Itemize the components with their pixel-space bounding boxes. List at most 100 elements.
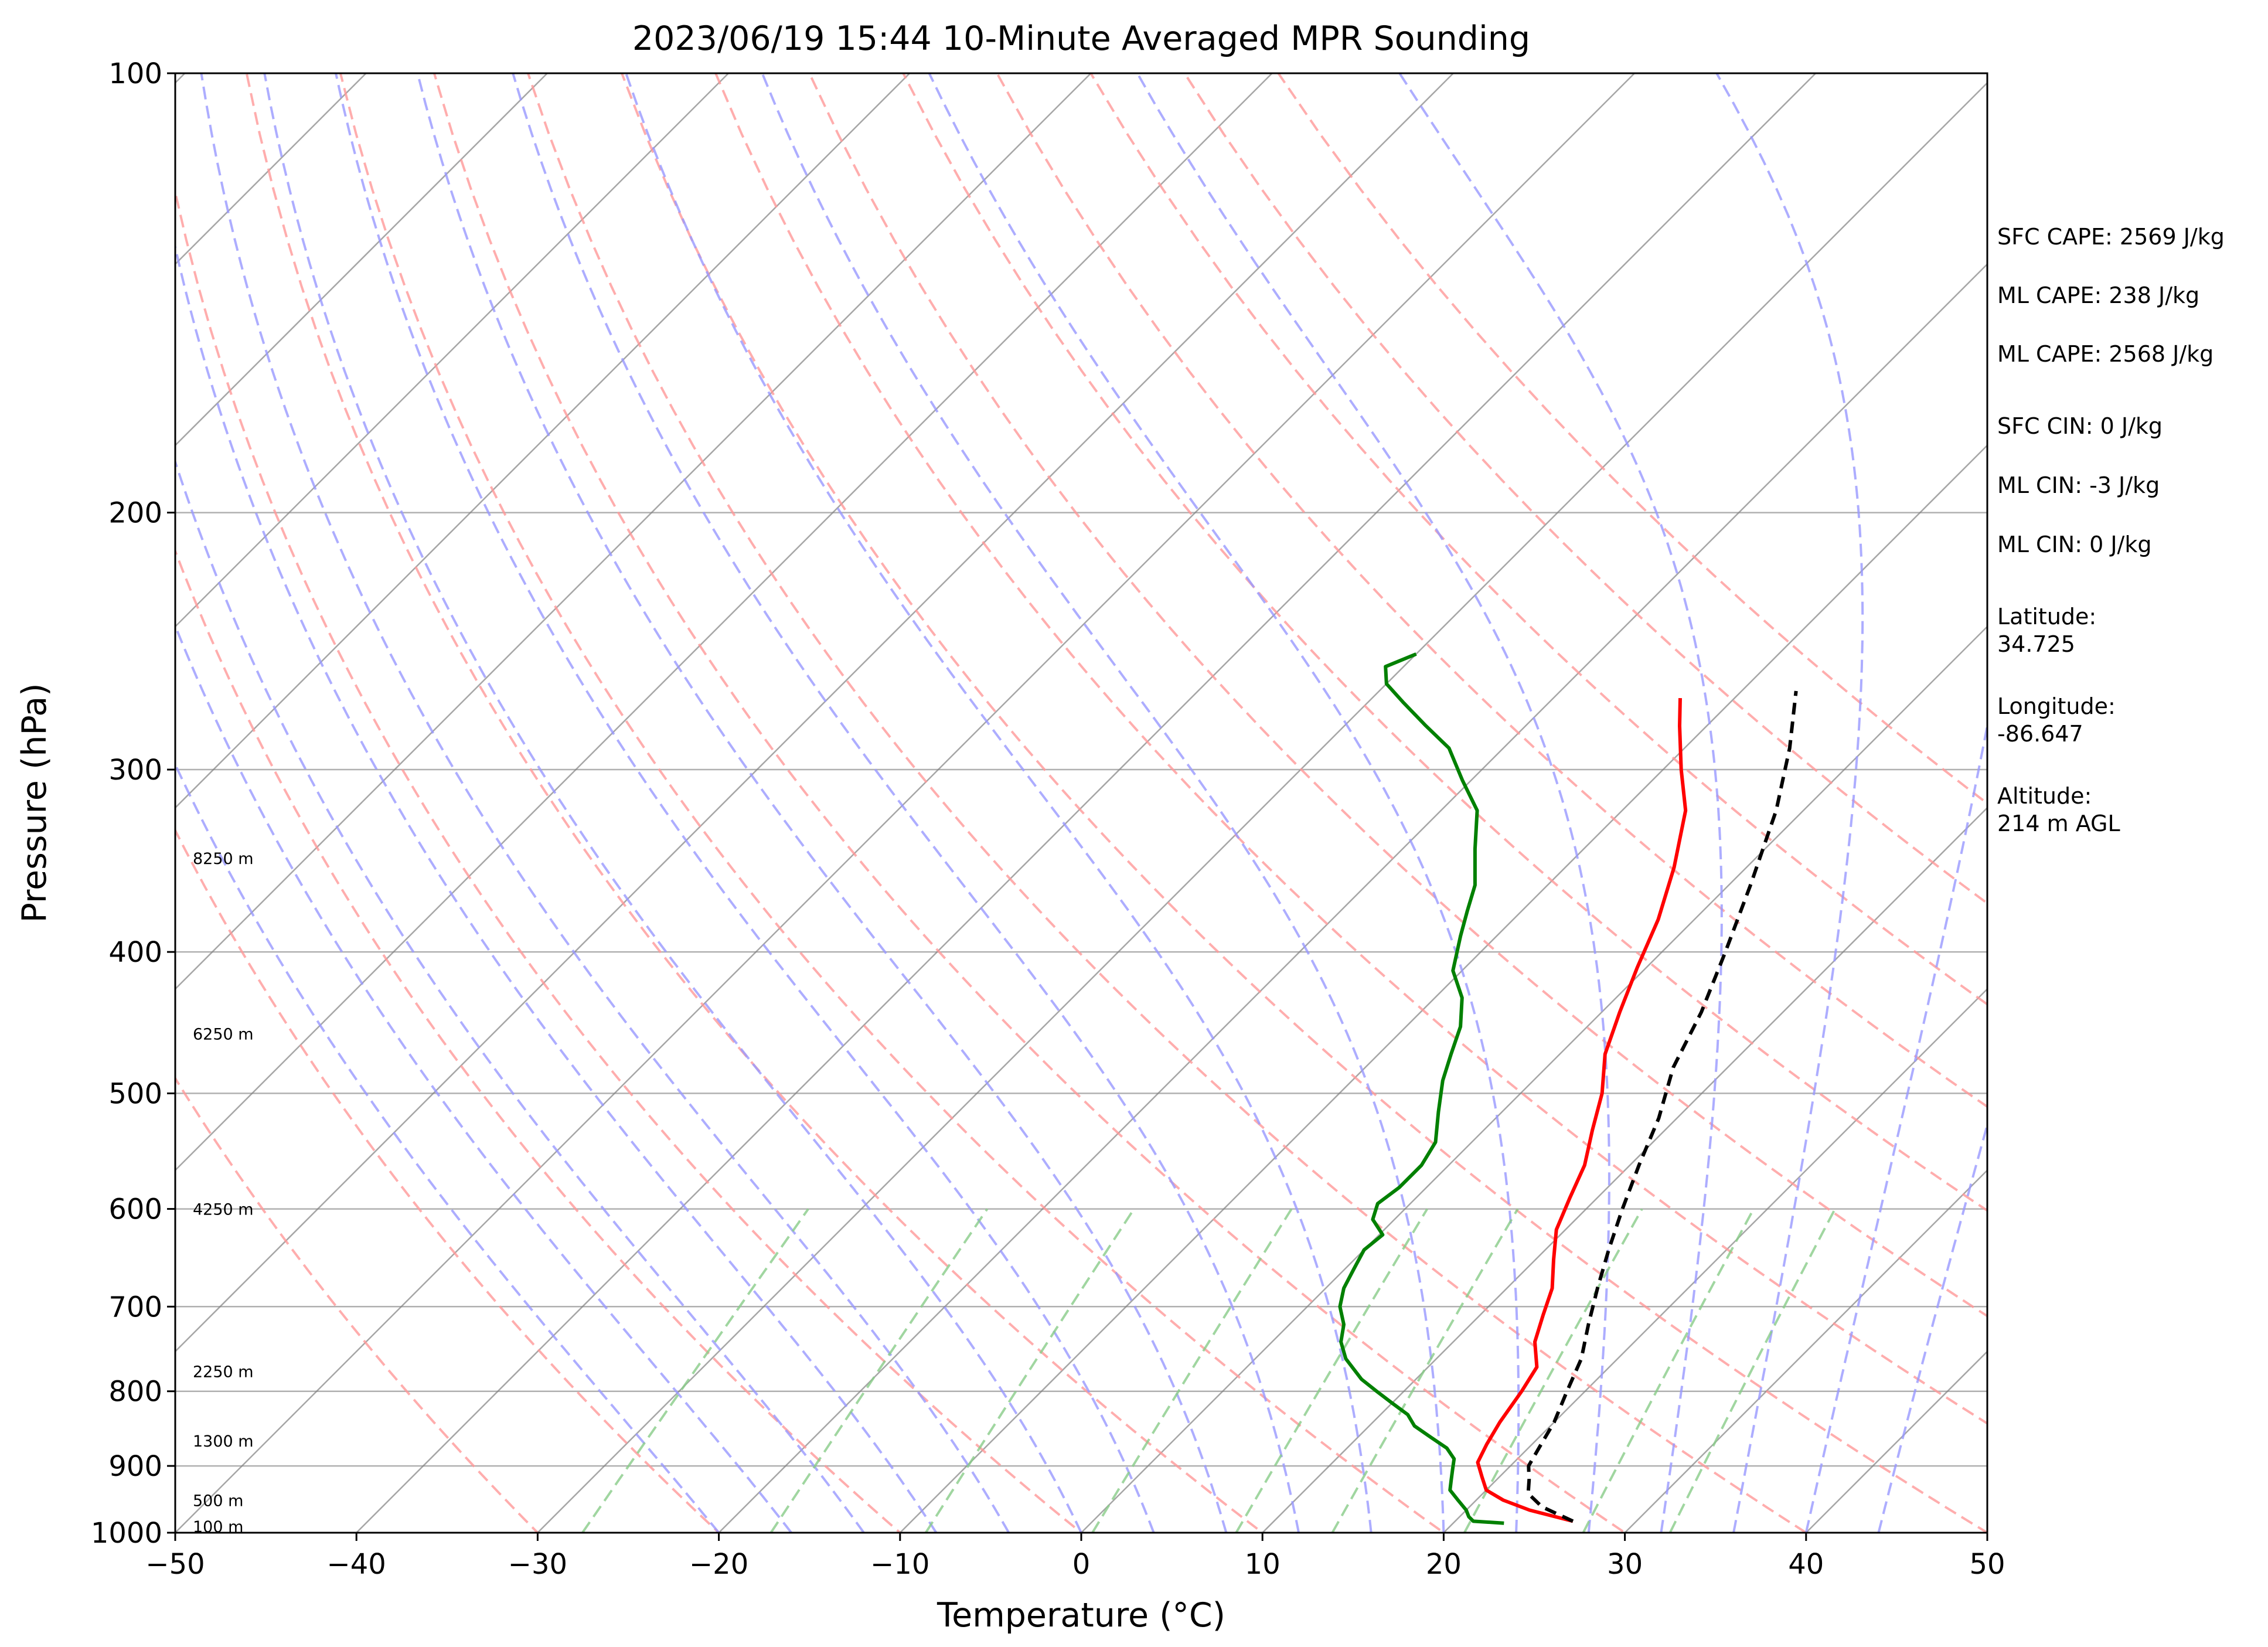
isotherm-line bbox=[175, 73, 548, 447]
longitude-label: Longitude: bbox=[1997, 693, 2116, 719]
isotherm-line bbox=[356, 73, 1817, 1533]
isotherm-line bbox=[175, 73, 1273, 1172]
moist-adiabat-line bbox=[928, 73, 1520, 1533]
moist-adiabats bbox=[175, 73, 1987, 1533]
dry-adiabat-line bbox=[996, 73, 1987, 1108]
dry-adiabat-line bbox=[175, 1076, 540, 1533]
ml-cape-text: ML CAPE: 238 J/kg bbox=[1997, 283, 2199, 308]
dry-adiabats bbox=[175, 73, 1987, 1533]
isotherm-line bbox=[175, 73, 1635, 1533]
x-tick-label: 0 bbox=[1072, 1548, 1091, 1581]
y-tick-label: 800 bbox=[108, 1376, 162, 1408]
mixing-ratio-line bbox=[1235, 1208, 1429, 1533]
mixing-ratio-line bbox=[1463, 1208, 1643, 1533]
y-axis-label: Pressure (hPa) bbox=[15, 683, 54, 923]
dry-adiabat-line bbox=[527, 73, 1809, 1533]
latitude-value: 34.725 bbox=[1997, 631, 2075, 657]
height-label: 1300 m bbox=[193, 1432, 254, 1451]
moist-adiabat-line bbox=[512, 73, 1300, 1533]
temperature-profile bbox=[1476, 698, 1688, 1523]
y-tick-label: 100 bbox=[108, 57, 162, 90]
x-tick-label: 50 bbox=[1969, 1548, 2005, 1581]
mixing-ratio-line bbox=[1668, 1208, 1836, 1533]
x-tick-label: 30 bbox=[1607, 1548, 1643, 1581]
x-tick-label: 20 bbox=[1426, 1548, 1462, 1581]
y-tick-label: 400 bbox=[108, 936, 162, 969]
isobar-gridlines bbox=[175, 512, 1987, 1467]
mixing-ratio-lines bbox=[581, 1208, 1836, 1533]
dry-adiabat-line bbox=[1277, 73, 1987, 805]
y-tick-label: 700 bbox=[108, 1291, 162, 1323]
moist-adiabat-line bbox=[1398, 73, 1723, 1533]
altitude-label: Altitude: bbox=[1997, 783, 2092, 809]
height-label: 8250 m bbox=[193, 850, 254, 868]
moist-adiabat-line bbox=[625, 73, 1373, 1533]
dry-adiabat-line bbox=[339, 73, 1446, 1533]
moist-adiabat-line bbox=[175, 761, 720, 1533]
height-label: 2250 m bbox=[193, 1363, 254, 1381]
x-tick-label: −50 bbox=[145, 1548, 205, 1581]
x-tick-label: −40 bbox=[327, 1548, 386, 1581]
mixing-ratio-line bbox=[1091, 1208, 1293, 1533]
y-tick-label: 300 bbox=[108, 754, 162, 787]
isotherm-line bbox=[1081, 625, 1987, 1533]
isotherm-line bbox=[1443, 988, 1987, 1533]
moist-adiabat-line bbox=[1877, 1120, 1987, 1533]
longitude-value: -86.647 bbox=[1997, 721, 2083, 747]
sfc-cin-text: SFC CIN: 0 J/kg bbox=[1997, 413, 2163, 439]
isotherm-line bbox=[899, 444, 1987, 1533]
isotherm-line bbox=[718, 263, 1987, 1533]
chart-title: 2023/06/19 15:44 10-Minute Averaged MPR … bbox=[632, 19, 1530, 58]
height-label: 4250 m bbox=[193, 1201, 254, 1219]
isotherm-line bbox=[175, 73, 1092, 991]
moist-adiabat-line bbox=[175, 622, 792, 1533]
isotherm-line bbox=[1624, 1169, 1987, 1533]
plot-area bbox=[175, 73, 1987, 1533]
ml-cape-text-2: ML CAPE: 2568 J/kg bbox=[1997, 341, 2213, 367]
moist-adiabat-line bbox=[263, 73, 1082, 1533]
ml-cin-text: ML CIN: -3 J/kg bbox=[1997, 472, 2160, 498]
dewpoint-profile bbox=[1338, 652, 1504, 1525]
y-tick-label: 600 bbox=[108, 1193, 162, 1226]
ml-cin-text-2: ML CIN: 0 J/kg bbox=[1997, 532, 2151, 557]
moist-adiabat-line bbox=[1136, 73, 1610, 1533]
moist-adiabat-line bbox=[1804, 719, 1987, 1533]
y-tick-label: 900 bbox=[108, 1450, 162, 1483]
dry-adiabat-line bbox=[245, 73, 1265, 1533]
dry-adiabat-line bbox=[621, 73, 1987, 1533]
moist-adiabat-line bbox=[761, 73, 1445, 1533]
x-tick-label: 10 bbox=[1245, 1548, 1281, 1581]
dry-adiabat-line bbox=[175, 187, 1084, 1533]
isotherm-line bbox=[1262, 807, 1987, 1533]
mixing-ratio-line bbox=[1582, 1208, 1755, 1533]
x-tick-label: −20 bbox=[689, 1548, 748, 1581]
moist-adiabat-line bbox=[1715, 73, 1864, 1533]
x-axis-label: Temperature (°C) bbox=[937, 1596, 1225, 1635]
height-label: 500 m bbox=[193, 1492, 243, 1510]
latitude-label: Latitude: bbox=[1997, 604, 2096, 629]
moist-adiabat-line bbox=[175, 458, 865, 1533]
isotherm-line bbox=[537, 81, 1987, 1533]
sfc-cape-text: SFC CAPE: 2569 J/kg bbox=[1997, 224, 2225, 250]
dry-adiabat-line bbox=[714, 73, 1987, 1425]
moist-adiabat-line bbox=[200, 73, 1010, 1533]
x-tick-label: −10 bbox=[870, 1548, 929, 1581]
y-axis-ticks: 100 200 300 400 500 600 700 800 900 1000 bbox=[91, 57, 175, 1550]
moist-adiabat-line bbox=[416, 73, 1228, 1533]
y-tick-label: 1000 bbox=[91, 1517, 162, 1550]
x-axis-ticks: −50 −40 −30 −20 −10 0 10 20 30 40 50 bbox=[145, 1533, 2005, 1581]
y-tick-label: 500 bbox=[108, 1077, 162, 1110]
isotherm-line bbox=[175, 73, 729, 628]
isotherm-gridlines bbox=[175, 73, 1987, 1533]
isotherm-line bbox=[175, 73, 911, 809]
mixing-ratio-line bbox=[1331, 1208, 1519, 1533]
dry-adiabat-line bbox=[1089, 73, 1987, 1006]
dry-adiabat-line bbox=[808, 73, 1987, 1318]
height-labels: 100 m 500 m 1300 m 2250 m 4250 m 6250 m 8250 m bbox=[193, 850, 254, 1536]
x-tick-label: −30 bbox=[508, 1548, 567, 1581]
isotherm-line bbox=[175, 73, 1454, 1353]
mixing-ratio-line bbox=[581, 1208, 809, 1533]
sounding-profiles bbox=[1338, 652, 1798, 1525]
